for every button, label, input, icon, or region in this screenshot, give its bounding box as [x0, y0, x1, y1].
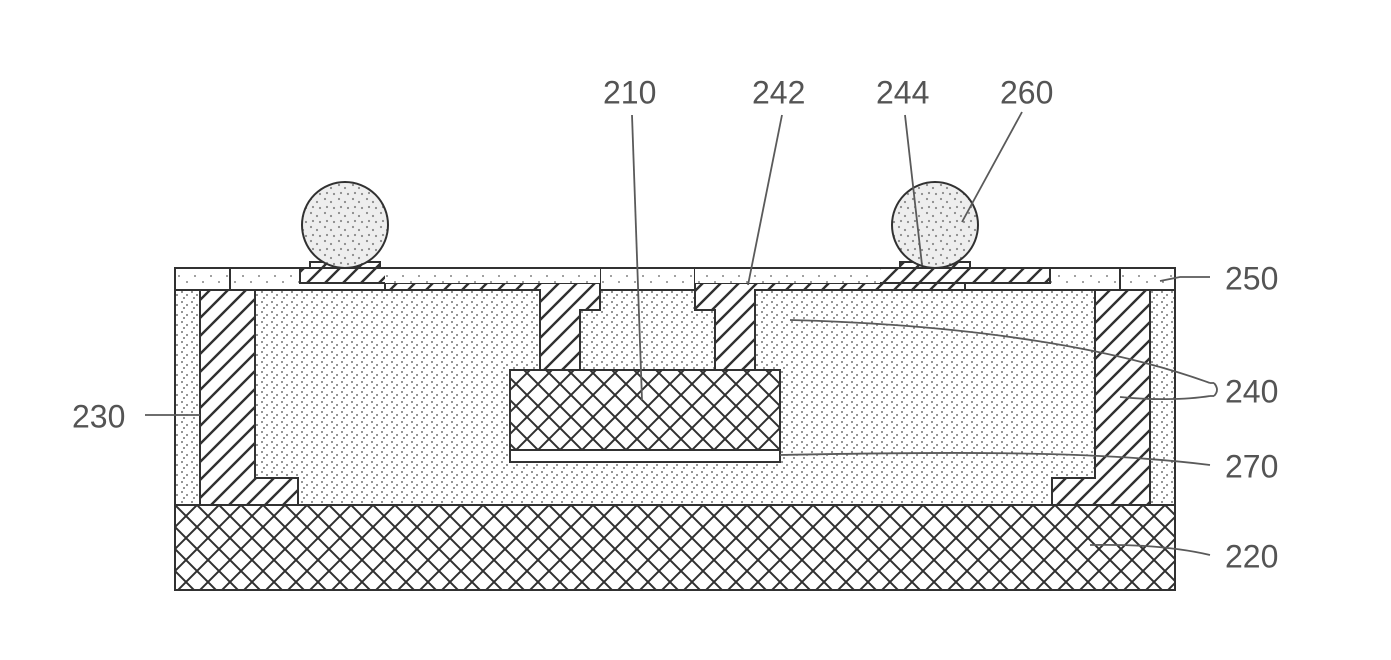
- label-260: 260: [1000, 74, 1053, 110]
- solder-ball-260-right: [892, 182, 978, 268]
- label-220: 220: [1225, 538, 1278, 574]
- patent-figure: 210 242 244 260 250 240 230 270 220: [0, 0, 1391, 660]
- solder-ball-260-left: [302, 182, 388, 268]
- label-230: 230: [72, 398, 125, 434]
- leader-260: [962, 112, 1022, 222]
- label-240: 240: [1225, 373, 1278, 409]
- chip-210: [510, 370, 780, 450]
- gap-270: [510, 450, 780, 462]
- label-250: 250: [1225, 260, 1278, 296]
- label-210: 210: [603, 74, 656, 110]
- brace-240: [1210, 383, 1217, 396]
- label-270: 270: [1225, 448, 1278, 484]
- label-244: 244: [876, 74, 929, 110]
- substrate-220: [175, 505, 1175, 590]
- leader-242: [748, 115, 782, 285]
- label-242: 242: [752, 74, 805, 110]
